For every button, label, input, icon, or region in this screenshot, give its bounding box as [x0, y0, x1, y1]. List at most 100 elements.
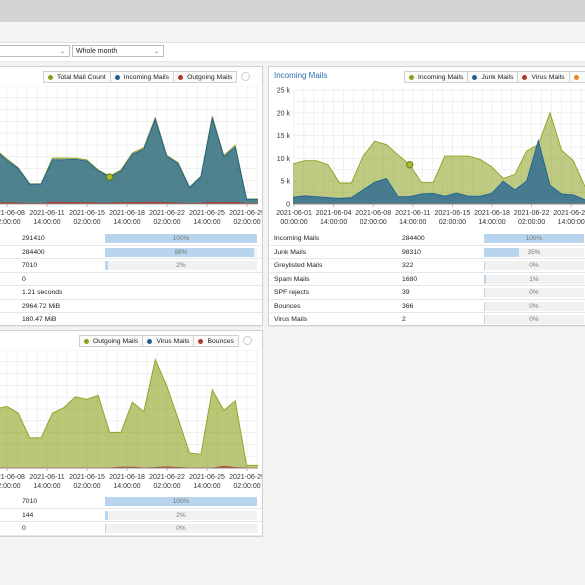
percentage-bar: 0% — [484, 261, 584, 270]
percentage-bar-fill — [105, 497, 257, 506]
legend-item[interactable]: Incoming Mails — [404, 71, 469, 83]
stats-row: Greylisted Mails 322 0% — [270, 259, 585, 273]
x-tick-label: 00:00:00 — [280, 219, 307, 226]
x-tick-label: 2021-06-15 — [69, 210, 105, 217]
percentage-bar-fill — [484, 274, 486, 284]
percentage-bar: 1% — [484, 274, 584, 284]
percentage-bar: 0% — [484, 288, 584, 297]
x-tick-label: 2021-06-11 — [29, 474, 64, 481]
y-tick-label: 15 k — [277, 133, 291, 140]
percentage-text: 0% — [529, 262, 539, 269]
stats-value: 98310 — [402, 248, 421, 256]
chart-legend: Outgoing Mails Virus Mails Bounces — [79, 335, 252, 347]
percentage-text: 2% — [176, 262, 186, 269]
stats-value: 7010 — [22, 498, 38, 505]
legend-label: Outgoing Mails — [93, 337, 139, 345]
stats-value: 366 — [402, 302, 414, 310]
x-tick-label: 14:00:00 — [399, 219, 426, 226]
percentage-text: 0% — [529, 316, 539, 323]
x-tick-label: 14:00:00 — [320, 219, 347, 226]
percentage-bar-fill — [484, 261, 485, 270]
stats-value: 39 — [402, 289, 410, 296]
x-tick-label: 02:00:00 — [233, 483, 260, 490]
percentage-text: 100% — [172, 235, 190, 242]
stats-label: Virus Mails — [274, 316, 308, 323]
percentage-text: 0% — [176, 525, 186, 532]
percentage-bar: 0% — [484, 315, 584, 324]
title-bar — [0, 0, 585, 22]
period-select-range[interactable]: Whole month ⌄ — [72, 45, 164, 57]
mail-count-chart: 2021-06-08 02:00:00 2021-06-11 14:00:00 2021… — [0, 86, 262, 226]
legend-item[interactable]: Bounces — [193, 335, 239, 347]
series-line — [292, 138, 585, 201]
x-tick-label: 02:00:00 — [518, 219, 545, 226]
legend-item[interactable]: Total Mail Count — [43, 71, 111, 83]
legend-label: Virus Mails — [156, 337, 190, 345]
legend-label: Outgoing Mails — [187, 73, 233, 81]
stats-value: 0 — [22, 525, 26, 532]
legend-item[interactable]: Junk Mails — [467, 71, 519, 83]
x-tick-label: 2021-06-11 — [29, 210, 64, 217]
y-tick-label: 20 k — [277, 110, 291, 117]
legend-item[interactable]: Virus Mails — [517, 71, 570, 83]
percentage-bar-fill — [484, 315, 485, 324]
legend-item[interactable]: Incoming Mails — [109, 71, 175, 83]
x-tick-label: 2021-06-08 — [355, 210, 391, 217]
stats-value: 284400 — [402, 235, 425, 242]
legend-dot — [84, 338, 89, 344]
legend-dot — [147, 338, 153, 344]
stats-row: Bounces 366 0% — [270, 300, 585, 313]
stats-row: 284400 98% — [0, 246, 262, 259]
legend-label: Junk Mails — [481, 73, 514, 81]
percentage-bar-fill — [105, 524, 107, 533]
x-tick-label: 14:00:00 — [558, 219, 585, 226]
period-select-left[interactable]: ⌄ — [0, 45, 70, 57]
x-tick-label: 02:00:00 — [0, 219, 21, 226]
x-tick-label: 14:00:00 — [113, 219, 140, 226]
percentage-bar-fill — [105, 261, 109, 270]
x-tick-label: 2021-06-04 — [316, 210, 352, 217]
stats-label: Greylisted Mails — [274, 262, 323, 269]
legend-toggle-button[interactable] — [242, 336, 252, 345]
x-tick-label: 2021-06-29 — [229, 210, 262, 217]
x-tick-label: 2021-06-15 — [434, 210, 470, 217]
x-tick-label: 2021-06-18 — [109, 474, 145, 481]
stats-row: 2964.72 MiB — [0, 300, 262, 313]
outgoing-mails-stats: 7010 100% 144 2% 0 0% — [0, 495, 262, 537]
legend-item[interactable]: Outgoing Mails — [79, 335, 144, 347]
legend-item[interactable] — [568, 71, 585, 83]
percentage-bar: 100% — [105, 497, 257, 506]
percentage-bar: 0% — [484, 301, 584, 311]
x-tick-label: 2021-06-29 — [229, 474, 262, 481]
stats-label: Incoming Mails — [274, 235, 320, 242]
panel-title: Incoming Mails — [274, 71, 328, 80]
stats-row: 0 0% — [0, 522, 262, 536]
chart-legend: Total Mail Count Incoming Mails Outgoing… — [43, 71, 251, 83]
stats-row: 7010 2% — [0, 259, 262, 273]
percentage-bar: 2% — [105, 261, 257, 270]
legend-label: Bounces — [207, 337, 234, 345]
percentage-text: 100% — [525, 235, 543, 242]
stats-value: 1.21 seconds — [22, 289, 63, 296]
x-tick-label: 02:00:00 — [73, 483, 100, 490]
legend-dot — [178, 74, 184, 80]
stats-row: Junk Mails 98310 35% — [270, 246, 585, 259]
legend-toggle-button[interactable] — [241, 72, 251, 81]
percentage-bar-fill — [484, 301, 485, 311]
x-tick-label: 2021-06-15 — [69, 474, 105, 481]
percentage-bar: 2% — [105, 510, 257, 520]
legend-label: Virus Mails — [531, 73, 565, 81]
percentage-bar-fill — [484, 234, 584, 243]
legend-dot — [48, 74, 53, 80]
stats-row: Virus Mails 2 0% — [270, 313, 585, 327]
x-tick-label: 2021-06-18 — [109, 210, 145, 217]
legend-item[interactable]: Virus Mails — [142, 335, 195, 347]
percentage-text: 1% — [529, 275, 539, 283]
legend-item[interactable]: Outgoing Mails — [173, 71, 238, 83]
legend-dot — [198, 338, 204, 344]
percentage-bar: 98% — [105, 247, 257, 257]
stats-value: 7010 — [22, 262, 38, 269]
outgoing-mails-chart: 2021-06-08 02:00:00 2021-06-11 14:00:00 2021… — [0, 350, 262, 490]
chevron-down-icon: ⌄ — [59, 49, 65, 55]
legend-label: Incoming Mails — [418, 73, 464, 81]
